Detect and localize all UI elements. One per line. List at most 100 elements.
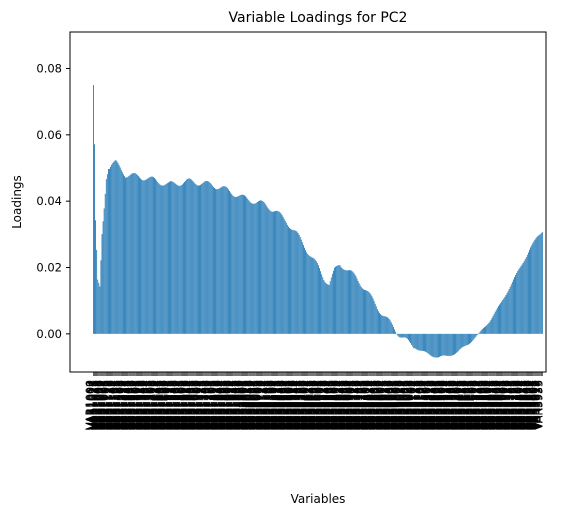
x-tick-label: VAR2736 (349, 380, 362, 430)
bar (254, 203, 256, 334)
x-tick-label: VAR2974 (386, 380, 399, 430)
bar (289, 228, 290, 334)
bar (216, 189, 218, 334)
x-tick-label: VAR1539 (166, 380, 179, 430)
x-tick-label: VAR3184 (418, 380, 431, 430)
bar (404, 333, 406, 338)
bar (486, 325, 488, 334)
bar (139, 177, 140, 334)
bar (348, 270, 349, 334)
x-tick-label: VAR1707 (192, 380, 205, 430)
bar (169, 181, 170, 334)
bar (198, 185, 199, 334)
bar (312, 257, 314, 334)
x-tick-label: VAR1056 (92, 380, 105, 430)
bar (288, 226, 289, 334)
bar (356, 278, 358, 334)
x-tick-label: VAR3688 (495, 380, 508, 430)
bar (244, 195, 245, 334)
x-tick-label: VAR3884 (525, 380, 538, 430)
bar (508, 289, 510, 334)
bar (246, 197, 248, 334)
bar (252, 203, 254, 334)
bar (278, 211, 280, 334)
bar (135, 173, 137, 334)
x-tick-label: VAR3303 (436, 380, 449, 430)
bar (445, 333, 447, 356)
bar (525, 257, 527, 334)
bar (530, 247, 531, 334)
bar (204, 181, 206, 334)
bar (130, 174, 132, 334)
bar (432, 333, 434, 357)
x-tick-label: VAR2680 (341, 380, 354, 430)
x-tick-label: VAR1833 (211, 380, 224, 430)
bar (194, 183, 196, 334)
x-tick-label: VAR2701 (344, 380, 357, 430)
x-tick-label: VAR3121 (408, 380, 421, 430)
x-tick-label: VAR1259 (123, 380, 136, 430)
x-tick-label: VAR2806 (360, 380, 373, 430)
bar (179, 185, 181, 334)
bar (523, 261, 525, 334)
bar (268, 209, 270, 334)
bar (411, 333, 413, 345)
x-tick-label: VAR3345 (442, 380, 455, 430)
bar (474, 333, 476, 339)
bar (370, 294, 372, 334)
bar (453, 333, 454, 355)
bar (373, 301, 375, 334)
x-tick-label: VAR1315 (132, 380, 145, 430)
bar (133, 172, 135, 334)
x-tick-label: VAR3359 (445, 380, 458, 430)
x-tick-label: VAR2400 (298, 380, 311, 430)
x-tick-label: VAR3632 (486, 380, 499, 430)
bar (158, 183, 160, 334)
bar (359, 285, 361, 334)
x-tick-label: VAR3170 (416, 380, 429, 430)
x-tick-label: VAR2008 (238, 380, 251, 430)
x-tick-label: VAR2085 (250, 380, 263, 430)
x-tick-label: VAR1679 (187, 380, 200, 430)
x-tick-label: VAR1511 (162, 380, 175, 430)
bar (218, 188, 220, 334)
x-tick-label: VAR1070 (94, 380, 107, 430)
bar (405, 333, 407, 339)
x-tick-label: VAR1742 (197, 380, 210, 430)
x-tick-label: VAR1910 (223, 380, 236, 430)
x-tick-label: VAR2351 (290, 380, 303, 430)
bar (261, 200, 263, 334)
bar (266, 206, 268, 334)
x-tick-label: VAR2995 (389, 380, 402, 430)
x-tick-label: VAR1854 (214, 380, 227, 430)
bar (487, 324, 489, 334)
x-tick-label: VAR2820 (362, 380, 375, 430)
x-tick-label: VAR1357 (138, 380, 151, 430)
bar (481, 329, 483, 334)
bar (394, 329, 395, 334)
x-tick-label: VAR3856 (521, 380, 534, 430)
bar (240, 194, 242, 334)
x-tick-label: VAR2540 (319, 380, 332, 430)
x-tick-label: VAR3702 (497, 380, 510, 430)
x-tick-label: VAR1749 (198, 380, 211, 430)
bar (462, 333, 464, 347)
bar (101, 234, 103, 334)
chart-title: Variable Loadings for PC2 (229, 10, 408, 26)
bar (243, 194, 244, 334)
x-tick-label: VAR3226 (424, 380, 437, 430)
x-tick-label: VAR2582 (326, 380, 339, 430)
bar (495, 309, 497, 334)
x-tick-label: VAR1399 (145, 380, 158, 430)
x-tick-label: VAR1938 (227, 380, 240, 430)
bar (174, 183, 176, 334)
x-tick-label: VAR2568 (323, 380, 336, 430)
bar (301, 242, 303, 334)
bar (224, 186, 226, 334)
bar (528, 252, 529, 334)
bar (439, 333, 440, 357)
y-tick-label: 0.02 (36, 261, 62, 275)
bar (228, 189, 229, 334)
x-tick-label: VAR2456 (306, 380, 319, 430)
x-tick-label: VAR3429 (455, 380, 468, 430)
